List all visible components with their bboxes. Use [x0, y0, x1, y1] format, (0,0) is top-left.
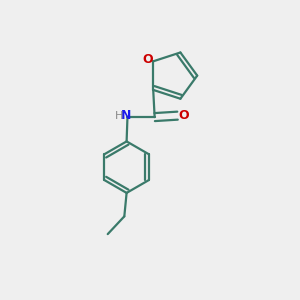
Text: O: O: [143, 53, 153, 66]
Text: H: H: [115, 111, 123, 121]
Text: N: N: [121, 109, 131, 122]
Text: O: O: [179, 109, 189, 122]
